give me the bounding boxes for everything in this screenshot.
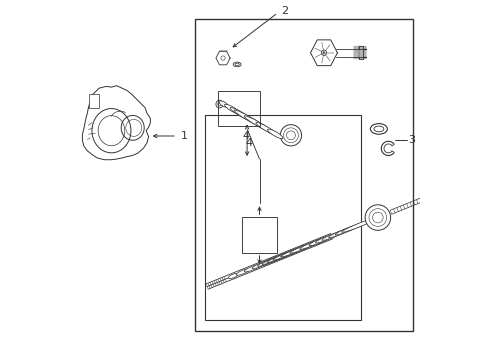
- Ellipse shape: [295, 245, 309, 251]
- Ellipse shape: [321, 229, 348, 240]
- Ellipse shape: [256, 122, 277, 135]
- Ellipse shape: [257, 255, 283, 266]
- Ellipse shape: [280, 125, 301, 146]
- Bar: [205, 115, 361, 320]
- Bar: [242, 217, 277, 253]
- Ellipse shape: [315, 233, 338, 243]
- Ellipse shape: [328, 225, 357, 238]
- Text: 2: 2: [281, 6, 288, 16]
- Ellipse shape: [252, 259, 273, 269]
- Bar: [217, 91, 260, 126]
- Text: 1: 1: [180, 131, 187, 141]
- Ellipse shape: [224, 104, 240, 114]
- Ellipse shape: [299, 237, 328, 249]
- Ellipse shape: [289, 239, 323, 253]
- Ellipse shape: [309, 235, 333, 245]
- Ellipse shape: [308, 237, 328, 246]
- Ellipse shape: [243, 264, 261, 272]
- Ellipse shape: [262, 251, 293, 265]
- Ellipse shape: [236, 269, 250, 275]
- Bar: [89, 94, 99, 108]
- Polygon shape: [82, 86, 150, 160]
- Ellipse shape: [215, 100, 223, 108]
- Polygon shape: [215, 51, 229, 65]
- Ellipse shape: [334, 221, 367, 235]
- Text: 4: 4: [242, 131, 249, 141]
- Ellipse shape: [283, 248, 301, 256]
- Bar: [194, 19, 412, 331]
- Ellipse shape: [228, 273, 238, 278]
- Ellipse shape: [370, 124, 387, 134]
- Ellipse shape: [259, 255, 285, 265]
- Ellipse shape: [280, 241, 318, 257]
- Ellipse shape: [271, 251, 293, 261]
- Text: 4: 4: [245, 139, 252, 149]
- Ellipse shape: [364, 205, 390, 230]
- Text: 3: 3: [408, 135, 414, 145]
- Ellipse shape: [267, 247, 302, 262]
- Ellipse shape: [219, 101, 228, 107]
- Polygon shape: [310, 40, 337, 66]
- Ellipse shape: [272, 244, 312, 260]
- Ellipse shape: [244, 116, 272, 132]
- Ellipse shape: [341, 217, 377, 232]
- Ellipse shape: [234, 110, 264, 128]
- Ellipse shape: [267, 129, 283, 139]
- Ellipse shape: [229, 107, 251, 121]
